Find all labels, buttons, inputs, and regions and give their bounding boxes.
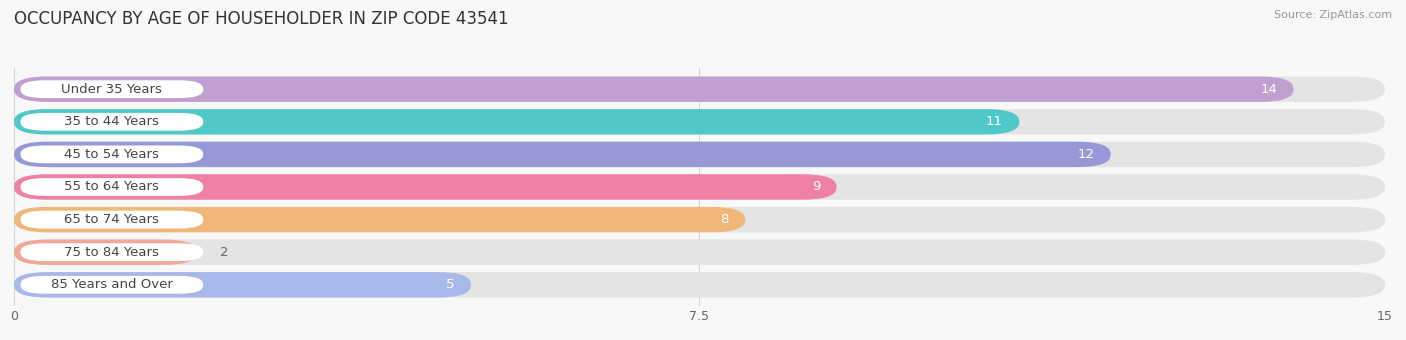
Text: 45 to 54 Years: 45 to 54 Years (65, 148, 159, 161)
Text: 8: 8 (720, 213, 728, 226)
FancyBboxPatch shape (14, 239, 1385, 265)
Text: Under 35 Years: Under 35 Years (62, 83, 162, 96)
Text: 75 to 84 Years: 75 to 84 Years (65, 246, 159, 259)
Text: 9: 9 (811, 181, 820, 193)
Text: 14: 14 (1260, 83, 1277, 96)
FancyBboxPatch shape (14, 142, 1385, 167)
Text: 5: 5 (446, 278, 454, 291)
Text: 11: 11 (986, 115, 1002, 128)
Text: 12: 12 (1077, 148, 1094, 161)
FancyBboxPatch shape (14, 76, 1385, 102)
Text: 2: 2 (219, 246, 228, 259)
FancyBboxPatch shape (14, 272, 471, 298)
FancyBboxPatch shape (21, 243, 204, 261)
FancyBboxPatch shape (14, 207, 745, 232)
FancyBboxPatch shape (14, 174, 1385, 200)
Text: 35 to 44 Years: 35 to 44 Years (65, 115, 159, 128)
FancyBboxPatch shape (21, 211, 204, 228)
Text: OCCUPANCY BY AGE OF HOUSEHOLDER IN ZIP CODE 43541: OCCUPANCY BY AGE OF HOUSEHOLDER IN ZIP C… (14, 10, 509, 28)
FancyBboxPatch shape (14, 239, 197, 265)
FancyBboxPatch shape (14, 76, 1294, 102)
FancyBboxPatch shape (14, 142, 1111, 167)
Text: Source: ZipAtlas.com: Source: ZipAtlas.com (1274, 10, 1392, 20)
FancyBboxPatch shape (21, 178, 204, 196)
Text: 65 to 74 Years: 65 to 74 Years (65, 213, 159, 226)
FancyBboxPatch shape (14, 109, 1385, 135)
FancyBboxPatch shape (14, 174, 837, 200)
FancyBboxPatch shape (14, 272, 1385, 298)
FancyBboxPatch shape (21, 113, 204, 131)
FancyBboxPatch shape (21, 276, 204, 294)
Text: 55 to 64 Years: 55 to 64 Years (65, 181, 159, 193)
Text: 85 Years and Over: 85 Years and Over (51, 278, 173, 291)
FancyBboxPatch shape (21, 80, 204, 98)
FancyBboxPatch shape (21, 146, 204, 163)
FancyBboxPatch shape (14, 109, 1019, 135)
FancyBboxPatch shape (14, 207, 1385, 232)
